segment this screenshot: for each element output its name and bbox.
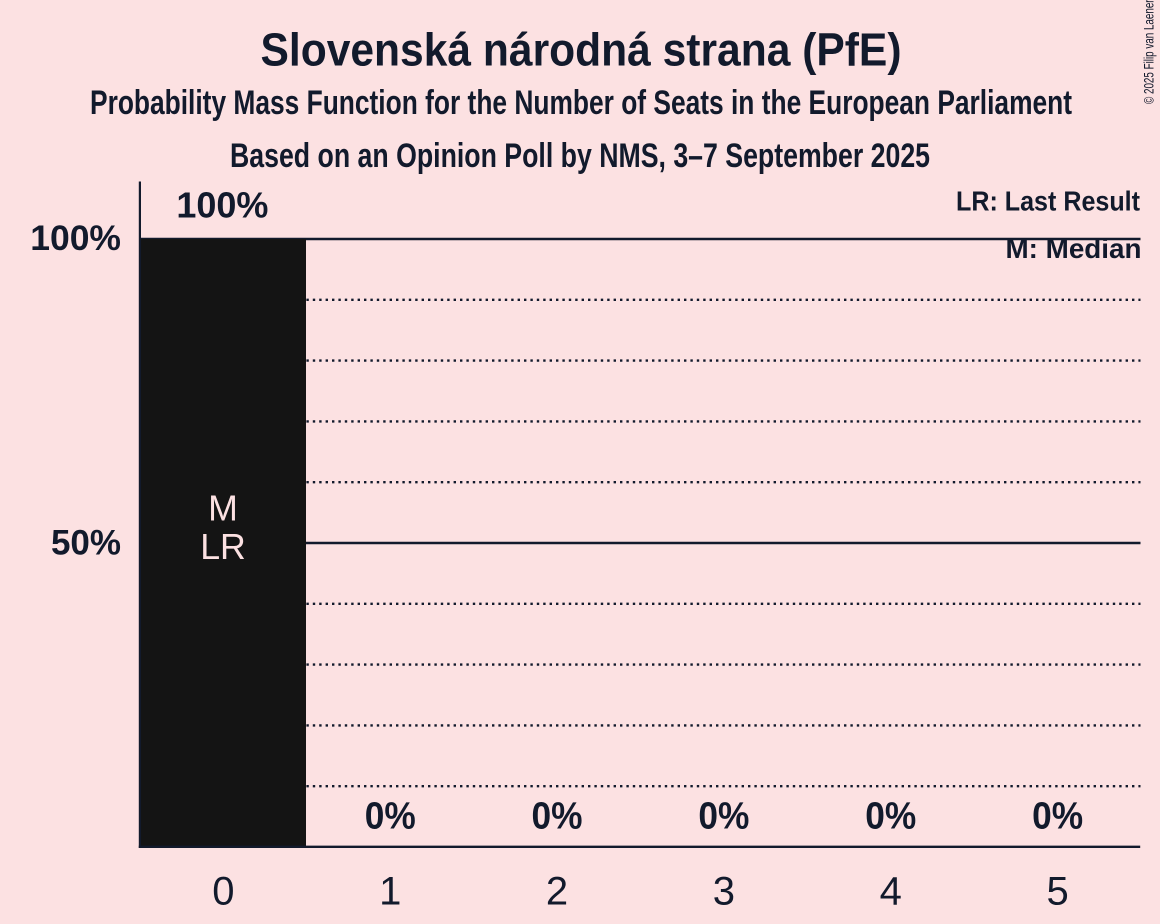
- svg-text:100%: 100%: [176, 185, 268, 226]
- svg-text:0%: 0%: [1032, 795, 1083, 838]
- svg-text:0%: 0%: [365, 795, 416, 838]
- svg-text:© 2025 Filip van Laenen: © 2025 Filip van Laenen: [1141, 0, 1157, 104]
- svg-text:5: 5: [1046, 870, 1068, 914]
- svg-text:0: 0: [212, 870, 234, 914]
- svg-text:Probability Mass Function for: Probability Mass Function for the Number…: [90, 84, 1072, 122]
- svg-text:0%: 0%: [865, 795, 916, 838]
- svg-text:LR: LR: [200, 527, 246, 567]
- svg-text:3: 3: [713, 870, 735, 914]
- svg-text:LR: Last Result: LR: Last Result: [956, 186, 1140, 217]
- svg-text:0%: 0%: [532, 795, 583, 838]
- svg-text:4: 4: [880, 870, 902, 914]
- svg-text:100%: 100%: [30, 218, 121, 258]
- svg-text:50%: 50%: [51, 523, 121, 562]
- svg-text:M: M: [208, 489, 238, 529]
- svg-text:1: 1: [379, 870, 401, 914]
- svg-text:0%: 0%: [698, 795, 749, 838]
- svg-text:2: 2: [546, 870, 568, 914]
- svg-text:M: Median: M: Median: [1006, 233, 1142, 264]
- svg-text:Slovenská národná strana (PfE): Slovenská národná strana (PfE): [261, 24, 902, 76]
- svg-text:Based on an Opinion Poll by NM: Based on an Opinion Poll by NMS, 3–7 Sep…: [230, 137, 930, 175]
